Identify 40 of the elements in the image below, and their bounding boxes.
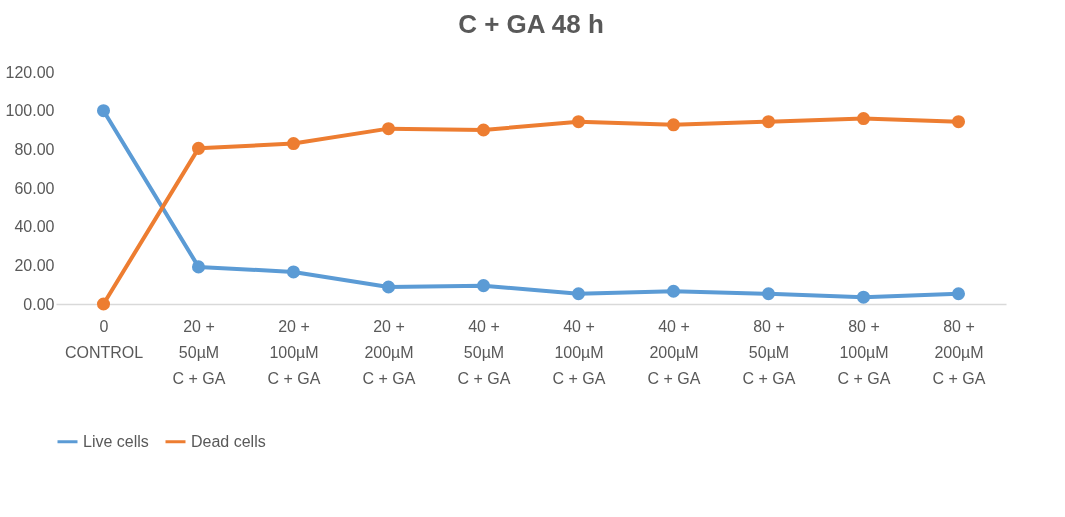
point <box>191 260 206 274</box>
x-tick-label: 0 CONTROL <box>64 317 144 361</box>
point <box>96 297 111 311</box>
x-tick-label: 20 + 50µM C + GA <box>172 317 226 387</box>
point <box>476 279 491 293</box>
x-tick-label: 80 + 200µM C + GA <box>932 317 986 387</box>
point <box>571 115 586 129</box>
chart-title: C + GA 48 h <box>458 9 604 39</box>
y-tick-label: 100.00 <box>5 102 55 120</box>
point <box>666 284 681 298</box>
point <box>286 137 301 151</box>
point <box>381 122 396 136</box>
y-tick-label: 120.00 <box>5 63 55 81</box>
x-tick-label: 40 + 100µM C + GA <box>552 317 606 387</box>
point <box>951 115 966 129</box>
point <box>571 287 586 301</box>
point <box>96 104 111 118</box>
x-tick-label: 40 + 200µM C + GA <box>647 317 701 387</box>
legend-label: Dead cells <box>191 432 266 450</box>
legend-label: Live cells <box>83 432 149 450</box>
x-tick-label: 40 + 50µM C + GA <box>457 317 511 387</box>
x-tick-label: 20 + 100µM C + GA <box>267 317 321 387</box>
point <box>191 141 206 155</box>
y-tick-label: 0.00 <box>23 295 55 313</box>
y-tick-label: 20.00 <box>14 256 55 274</box>
point <box>856 112 871 126</box>
x-tick-label: 80 + 100µM C + GA <box>837 317 891 387</box>
point <box>476 123 491 137</box>
y-tick-label: 80.00 <box>14 140 55 158</box>
y-tick-label: 40.00 <box>14 218 55 236</box>
point <box>666 118 681 132</box>
x-tick-label: 80 + 50µM C + GA <box>742 317 796 387</box>
point <box>856 290 871 304</box>
y-tick-label: 60.00 <box>14 179 55 197</box>
point <box>761 115 776 129</box>
point <box>381 280 396 294</box>
x-tick-label: 20 + 200µM C + GA <box>362 317 416 387</box>
point <box>761 287 776 301</box>
point <box>286 265 301 279</box>
point <box>951 287 966 301</box>
